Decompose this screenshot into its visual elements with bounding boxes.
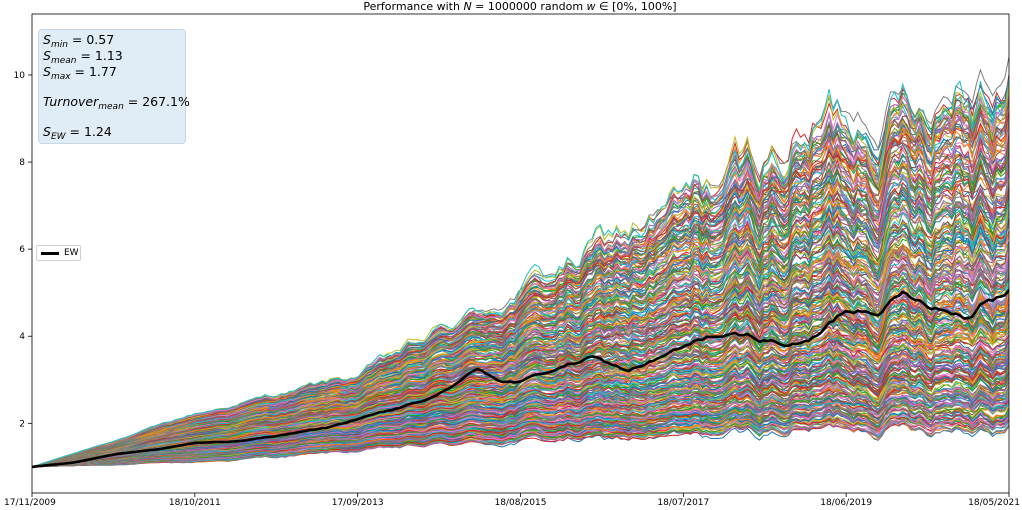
random-portfolio-line xyxy=(32,384,1009,468)
stats-annotation-box: Smin = 0.57 Smean = 1.13 Smax = 1.77 Tur… xyxy=(38,29,190,144)
x-tick-label: 18/05/2021 xyxy=(968,498,1020,508)
random-portfolio-line xyxy=(32,379,1009,468)
x-tick-label: 17/11/2009 xyxy=(4,498,56,508)
random-portfolio-line xyxy=(32,189,1009,468)
y-tick-label: 6 xyxy=(19,245,25,255)
ew-series-layer xyxy=(32,289,1009,469)
y-tick-label: 2 xyxy=(19,419,25,429)
y-tick-label: 4 xyxy=(19,332,25,342)
random-portfolio-line xyxy=(32,221,1009,468)
random-portfolio-line xyxy=(32,133,1009,468)
s-ew-stat: SEW = 1.24 xyxy=(43,124,112,142)
ew-series-line xyxy=(32,289,1009,469)
random-portfolio-line xyxy=(32,78,1009,468)
x-axis: 17/11/2009 18/10/2011 17/09/2013 18/08/2015… xyxy=(4,493,1020,508)
random-portfolio-line xyxy=(32,414,1009,468)
x-tick-label: 17/09/2013 xyxy=(332,498,384,508)
x-tick-label: 18/10/2011 xyxy=(169,498,221,508)
legend-ew-label: EW xyxy=(64,248,79,258)
x-tick-label: 18/07/2017 xyxy=(657,498,709,508)
random-portfolio-line xyxy=(32,406,1009,468)
chart-legend: EW xyxy=(36,245,81,261)
random-portfolio-lines xyxy=(32,56,1009,468)
random-portfolio-line xyxy=(32,153,1009,468)
turnover-mean-stat: Turnovermean = 267.1% xyxy=(43,94,190,112)
legend-ew-swatch xyxy=(41,252,59,255)
s-mean-stat: Smean = 1.13 xyxy=(43,48,123,66)
s-max-stat: Smax = 1.77 xyxy=(43,64,117,82)
y-axis: 2 4 6 8 10 xyxy=(14,71,32,429)
random-portfolio-line xyxy=(32,80,1009,468)
chart-title: Performance with N = 1000000 random w ∈ … xyxy=(363,0,676,13)
s-min-stat: Smin = 0.57 xyxy=(43,32,115,50)
y-tick-label: 8 xyxy=(19,158,25,168)
x-tick-label: 18/08/2015 xyxy=(495,498,547,508)
x-tick-label: 18/06/2019 xyxy=(820,498,872,508)
y-tick-label: 10 xyxy=(14,71,26,81)
